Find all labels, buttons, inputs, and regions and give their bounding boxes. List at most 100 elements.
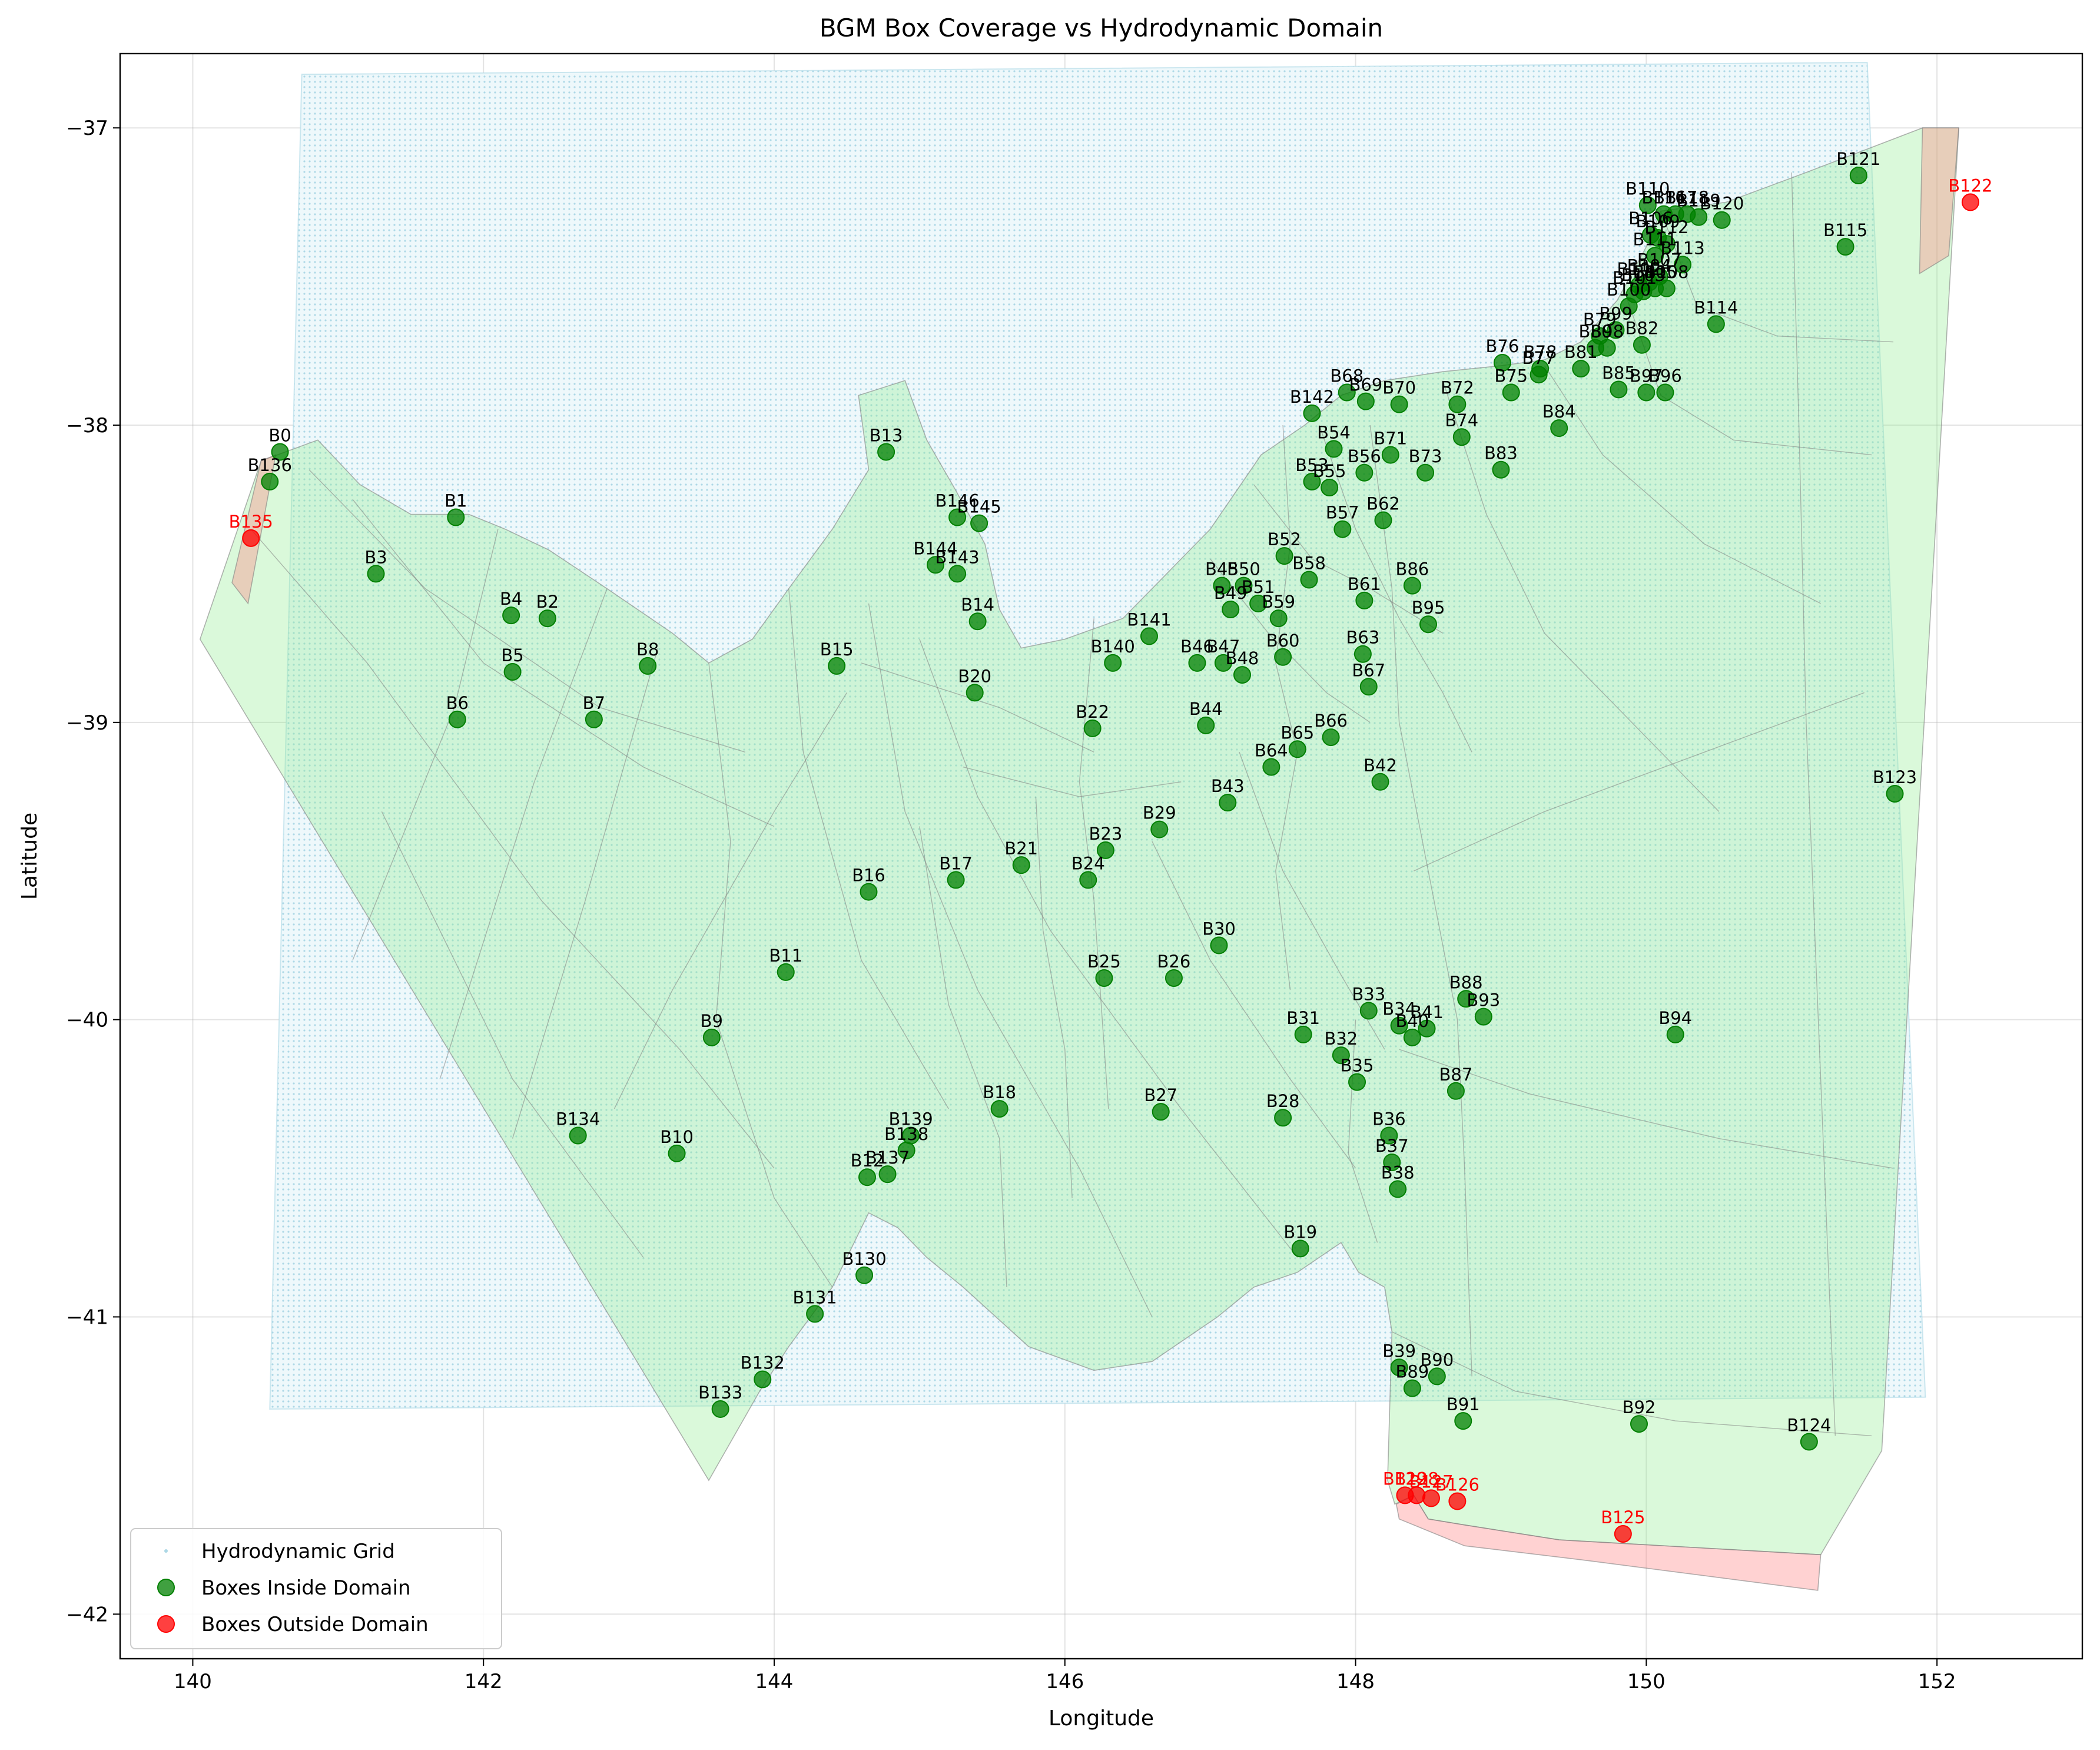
inside-box-label: B139 [888,1109,933,1129]
inside-box-marker [754,1370,772,1388]
inside-box-marker [1104,654,1122,672]
inside-box-marker [966,684,984,702]
inside-box-marker [1502,383,1520,402]
inside-box-label: B99 [1599,303,1633,323]
inside-box-label: B104 [1627,256,1671,276]
inside-box-label: B134 [556,1109,600,1129]
inside-box-label: B2 [536,592,559,612]
inside-box-marker [1657,279,1676,297]
legend-label: Hydrodynamic Grid [201,1540,395,1563]
inside-box-label: B54 [1317,422,1351,442]
inside-box-label: B66 [1314,711,1348,731]
inside-box-label: B124 [1787,1415,1831,1435]
box-boundary [1319,425,1472,753]
inside-box-label: B55 [1313,461,1346,481]
inside-box-marker [1419,615,1437,634]
legend: Hydrodynamic Grid Boxes Inside Domain Boxe… [130,1528,502,1649]
inside-box-label: B34 [1382,999,1416,1019]
inside-box-label: B4 [500,589,522,609]
inside-box-label: B11 [769,946,802,966]
legend-grid-marker [164,1549,168,1553]
inside-box-label: B58 [1292,553,1326,574]
inside-box-label: B143 [935,547,979,567]
inside-box-marker [947,871,965,889]
legend-items: Hydrodynamic Grid Boxes Inside Domain Boxe… [157,1540,429,1636]
inside-box-marker [1333,520,1352,538]
inside-box-label: B29 [1143,803,1176,823]
inside-box-marker [1646,247,1664,265]
legend-outside-marker [157,1615,175,1633]
box-boundary [1253,484,1444,634]
inside-box-label: B110 [1625,178,1670,198]
inside-box-marker [1338,383,1356,402]
inside-box-label: B1 [444,491,467,511]
inside-box-marker [367,565,385,583]
box-boundary [919,826,1007,1288]
inside-box-marker [1657,235,1676,253]
x-tick-label: 150 [1627,1670,1666,1693]
inside-box-label: B57 [1326,503,1359,523]
outside-box-label: B122 [1948,175,1992,195]
x-tick-label: 146 [1046,1670,1084,1693]
inside-box-marker [1188,654,1206,672]
outside-box-marker [1614,1524,1632,1543]
inside-box-marker [1666,1025,1684,1043]
inside-box-label: B32 [1324,1029,1358,1049]
inside-box-label: B98 [1590,322,1624,342]
inside-box-marker [1322,728,1340,747]
inside-box-label: B75 [1494,366,1528,386]
inside-box-marker [1095,969,1113,987]
inside-box-marker [1249,594,1268,612]
inside-box-label: B76 [1486,336,1520,356]
y-tick-label: −38 [66,414,108,438]
inside-box-marker [1800,1433,1818,1451]
box-boundary [1791,172,1836,1436]
inside-box-marker [1152,1103,1170,1121]
inside-box-marker [990,1100,1008,1118]
box-boundary [1035,796,1073,1198]
inside-box-label: B51 [1242,577,1275,597]
inside-box-label: B130 [842,1249,886,1269]
inside-box-label: B96 [1648,366,1682,386]
inside-box-label: B112 [1644,217,1688,237]
box-boundary [1152,841,1356,1169]
inside-box-label: B141 [1127,609,1171,629]
inside-box-marker [1492,460,1510,479]
box-boundary [308,469,745,753]
inside-box-marker [1300,571,1318,589]
inside-box-marker [1633,336,1651,354]
outside-box-marker [242,529,260,547]
inside-box-label: B5 [501,645,523,665]
inside-box-label: B50 [1227,559,1260,579]
inside-box-marker [1383,1153,1401,1171]
inside-box-label: B43 [1211,776,1245,796]
x-tick-label: 152 [1918,1670,1956,1693]
inside-box-marker [1233,666,1251,684]
inside-box-marker [447,508,465,526]
inside-box-label: B14 [961,595,994,615]
inside-box-label: B70 [1382,378,1416,398]
inside-box-label: B52 [1268,529,1301,549]
inside-box-label: B23 [1089,824,1123,844]
tick-layer: 140 142 144 146 148 150 152 −42 −41 −40 −39 −38 −37 [66,117,1956,1693]
inside-box-marker [1274,1109,1292,1127]
chart-title: BGM Box Coverage vs Hydrodynamic Domain [820,14,1383,42]
inside-box-label: B39 [1382,1341,1416,1361]
inside-box-label: B81 [1564,342,1598,362]
inside-box-label: B13 [870,425,903,445]
inside-box-label: B36 [1372,1109,1406,1129]
inside-box-label: B145 [957,497,1001,517]
outside-region [1395,1494,1822,1591]
inside-box-marker [1381,446,1399,464]
inside-box-marker [639,657,657,675]
inside-box-label: B72 [1441,378,1474,398]
inside-box-label: B146 [935,491,979,511]
box-boundary [919,639,1298,1258]
inside-box-label: B79 [1583,310,1617,330]
box-boundary [439,588,608,1079]
inside-box-label: B101 [1613,268,1657,288]
inside-box-label: B113 [1660,238,1704,258]
inside-box-label: B74 [1445,410,1478,430]
inside-box-marker [1012,856,1030,874]
